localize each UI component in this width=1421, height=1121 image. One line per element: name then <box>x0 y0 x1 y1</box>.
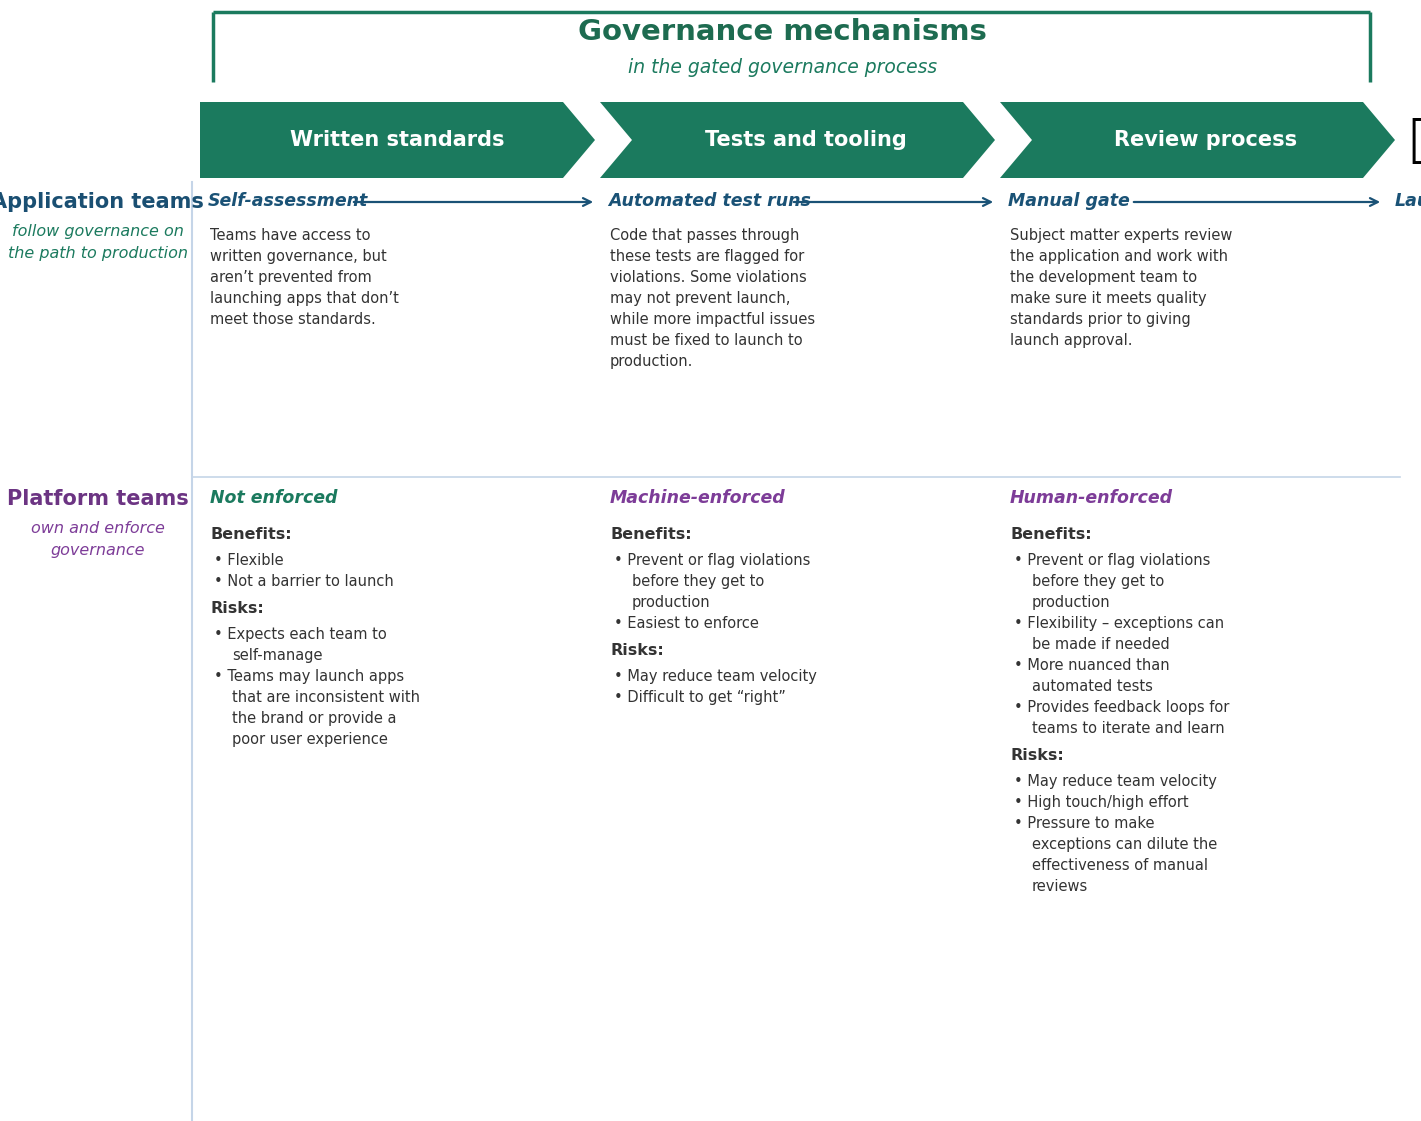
Polygon shape <box>200 102 595 178</box>
Text: • May reduce team velocity: • May reduce team velocity <box>614 669 817 684</box>
Text: Teams have access to
written governance, but
aren’t prevented from
launching app: Teams have access to written governance,… <box>210 228 399 327</box>
Text: teams to iterate and learn: teams to iterate and learn <box>1032 721 1225 736</box>
Text: Written standards: Written standards <box>290 130 504 150</box>
Text: Platform teams: Platform teams <box>7 489 189 509</box>
Text: • Not a barrier to launch: • Not a barrier to launch <box>215 574 394 589</box>
Text: • More nuanced than: • More nuanced than <box>1015 658 1169 673</box>
Text: automated tests: automated tests <box>1032 679 1152 694</box>
Text: before they get to: before they get to <box>632 574 764 589</box>
Text: • Expects each team to: • Expects each team to <box>215 627 387 642</box>
Text: Risks:: Risks: <box>610 643 664 658</box>
Polygon shape <box>600 102 995 178</box>
Text: • Prevent or flag violations: • Prevent or flag violations <box>614 553 810 568</box>
Text: Manual gate: Manual gate <box>1007 192 1130 210</box>
Text: 🚀: 🚀 <box>1410 114 1421 166</box>
Text: self-manage: self-manage <box>232 648 323 663</box>
Text: • Provides feedback loops for: • Provides feedback loops for <box>1015 700 1229 715</box>
Text: effectiveness of manual: effectiveness of manual <box>1032 858 1208 873</box>
Text: Review process: Review process <box>1114 130 1297 150</box>
Text: Code that passes through
these tests are flagged for
violations. Some violations: Code that passes through these tests are… <box>610 228 816 369</box>
Text: before they get to: before they get to <box>1032 574 1164 589</box>
Text: • May reduce team velocity: • May reduce team velocity <box>1015 773 1216 789</box>
Text: Human-enforced: Human-enforced <box>1010 489 1174 507</box>
Text: production: production <box>1032 595 1111 610</box>
Text: follow governance on
the path to production: follow governance on the path to product… <box>7 224 188 260</box>
Text: Governance mechanisms: Governance mechanisms <box>578 18 988 46</box>
Text: • Teams may launch apps: • Teams may launch apps <box>215 669 404 684</box>
Text: • Easiest to enforce: • Easiest to enforce <box>614 617 759 631</box>
Text: Automated test runs: Automated test runs <box>608 192 811 210</box>
Text: in the gated governance process: in the gated governance process <box>628 58 936 77</box>
Text: • Pressure to make: • Pressure to make <box>1015 816 1154 831</box>
Text: • Difficult to get “right”: • Difficult to get “right” <box>614 691 786 705</box>
Text: own and enforce
governance: own and enforce governance <box>31 521 165 557</box>
Text: Machine-enforced: Machine-enforced <box>610 489 786 507</box>
Text: production: production <box>632 595 710 610</box>
Text: the brand or provide a: the brand or provide a <box>232 711 396 726</box>
Polygon shape <box>1000 102 1395 178</box>
Text: • Flexible: • Flexible <box>215 553 284 568</box>
Text: Not enforced: Not enforced <box>210 489 338 507</box>
Text: • Flexibility – exceptions can: • Flexibility – exceptions can <box>1015 617 1223 631</box>
Text: Benefits:: Benefits: <box>610 527 692 541</box>
Text: Self-assessment: Self-assessment <box>207 192 368 210</box>
Text: exceptions can dilute the: exceptions can dilute the <box>1032 837 1218 852</box>
Text: poor user experience: poor user experience <box>232 732 388 747</box>
Text: Tests and tooling: Tests and tooling <box>705 130 907 150</box>
Text: Application teams: Application teams <box>0 192 205 212</box>
Text: • High touch/high effort: • High touch/high effort <box>1015 795 1188 810</box>
Text: Risks:: Risks: <box>1010 748 1064 763</box>
Text: • Prevent or flag violations: • Prevent or flag violations <box>1015 553 1211 568</box>
Text: Benefits:: Benefits: <box>1010 527 1091 541</box>
Text: reviews: reviews <box>1032 879 1088 895</box>
Text: Launch: Launch <box>1395 192 1421 210</box>
Text: Benefits:: Benefits: <box>210 527 291 541</box>
Text: that are inconsistent with: that are inconsistent with <box>232 691 421 705</box>
Text: Subject matter experts review
the application and work with
the development team: Subject matter experts review the applic… <box>1010 228 1232 348</box>
Text: Risks:: Risks: <box>210 601 264 617</box>
Text: be made if needed: be made if needed <box>1032 637 1169 652</box>
